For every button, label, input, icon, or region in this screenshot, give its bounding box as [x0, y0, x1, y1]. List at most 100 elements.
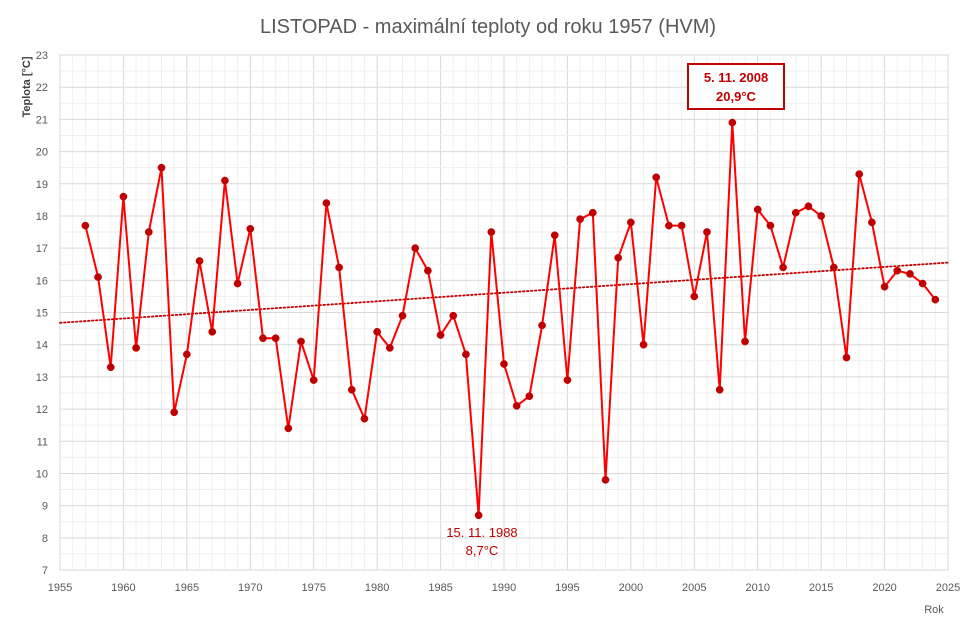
data-point	[144, 228, 153, 236]
data-point	[525, 392, 534, 401]
data-point	[791, 208, 800, 217]
data-point	[880, 282, 889, 291]
x-tick-label: 2005	[682, 582, 706, 594]
data-point	[436, 331, 445, 339]
data-point	[538, 321, 546, 330]
x-tick-label: 1970	[238, 582, 262, 594]
data-point	[614, 253, 623, 262]
data-point	[373, 327, 381, 336]
data-point	[360, 414, 369, 423]
data-point	[703, 228, 711, 236]
data-point	[335, 263, 343, 272]
tick-layer: 1955 1960 1965 1970 1975 1980 1985 1990 1995 2000…	[36, 50, 960, 594]
data-point	[817, 212, 825, 220]
annotation-max-date: 5. 11. 2008	[704, 70, 768, 85]
data-point	[512, 401, 521, 410]
y-tick-label: 15	[36, 308, 48, 320]
x-axis-title: Rok	[924, 604, 944, 616]
y-tick-label: 23	[36, 50, 48, 62]
x-tick-label: 1990	[492, 582, 516, 594]
data-point	[284, 424, 293, 433]
annotation-min: 15. 11. 1988 8,7°C	[446, 525, 517, 558]
data-point	[728, 118, 737, 127]
y-tick-label: 7	[42, 565, 48, 577]
y-tick-label: 10	[36, 468, 48, 480]
data-point	[715, 385, 724, 394]
x-tick-label: 1955	[48, 582, 72, 594]
data-point	[652, 173, 661, 182]
annotation-max: 5. 11. 2008 20,9°C	[687, 63, 785, 110]
y-tick-label: 12	[36, 404, 48, 416]
data-point	[119, 192, 128, 201]
data-point	[462, 350, 470, 359]
data-point	[829, 263, 838, 272]
data-point	[246, 224, 255, 233]
data-point	[195, 257, 204, 265]
data-point	[271, 334, 280, 343]
data-point	[157, 163, 166, 172]
annotation-min-value: 8,7°C	[466, 543, 499, 558]
y-tick-label: 22	[36, 82, 48, 94]
data-point	[259, 334, 267, 343]
data-point	[297, 337, 305, 346]
data-point	[424, 266, 432, 275]
series-line	[84, 121, 937, 517]
data-point	[170, 408, 179, 417]
y-tick-label: 19	[36, 179, 48, 191]
x-tick-label: 2000	[619, 582, 643, 594]
data-point	[931, 295, 940, 304]
data-point	[309, 376, 318, 384]
data-point	[550, 231, 559, 240]
data-point	[588, 208, 597, 217]
data-point	[741, 337, 749, 346]
data-point	[411, 244, 420, 252]
x-tick-label: 1975	[301, 582, 325, 594]
data-point	[183, 350, 191, 359]
data-point	[779, 263, 787, 272]
data-point	[677, 221, 686, 230]
annotation-min-date: 15. 11. 1988	[446, 525, 517, 540]
data-point	[347, 385, 356, 394]
y-tick-label: 21	[36, 114, 48, 126]
plot-frame	[59, 54, 949, 571]
marker-layer	[81, 118, 940, 520]
y-tick-label: 16	[36, 275, 48, 287]
data-point	[753, 205, 762, 214]
y-tick-label: 9	[42, 501, 48, 513]
y-tick-label: 8	[42, 533, 48, 545]
x-tick-label: 1995	[555, 582, 579, 594]
data-point	[665, 221, 673, 230]
annotation-max-value: 20,9°C	[716, 89, 757, 104]
data-point	[690, 292, 699, 301]
x-tick-label: 1980	[365, 582, 389, 594]
data-point	[906, 270, 914, 278]
y-tick-label: 14	[36, 340, 48, 352]
x-tick-label: 2010	[745, 582, 769, 594]
data-point	[385, 344, 394, 352]
data-point	[918, 279, 927, 288]
data-point	[601, 476, 610, 484]
data-point	[208, 327, 217, 336]
x-tick-label: 2015	[809, 582, 833, 594]
data-point	[233, 279, 242, 288]
y-tick-label: 18	[36, 211, 48, 223]
data-point	[449, 311, 458, 320]
data-point	[106, 363, 115, 372]
data-point	[766, 221, 775, 230]
data-point	[398, 311, 407, 320]
chart-title: LISTOPAD - maximální teploty od roku 195…	[260, 16, 716, 38]
data-point	[221, 176, 229, 185]
data-point	[842, 353, 851, 362]
data-point	[322, 199, 331, 207]
x-tick-label: 1965	[175, 582, 199, 594]
x-tick-label: 2020	[872, 582, 896, 594]
data-point	[855, 170, 864, 178]
y-axis-title: Teplota [°C]	[21, 56, 33, 117]
annotation-max-box	[687, 63, 785, 110]
data-point	[487, 228, 496, 236]
x-tick-label: 1985	[428, 582, 452, 594]
data-point	[132, 344, 140, 352]
data-point	[804, 202, 813, 211]
